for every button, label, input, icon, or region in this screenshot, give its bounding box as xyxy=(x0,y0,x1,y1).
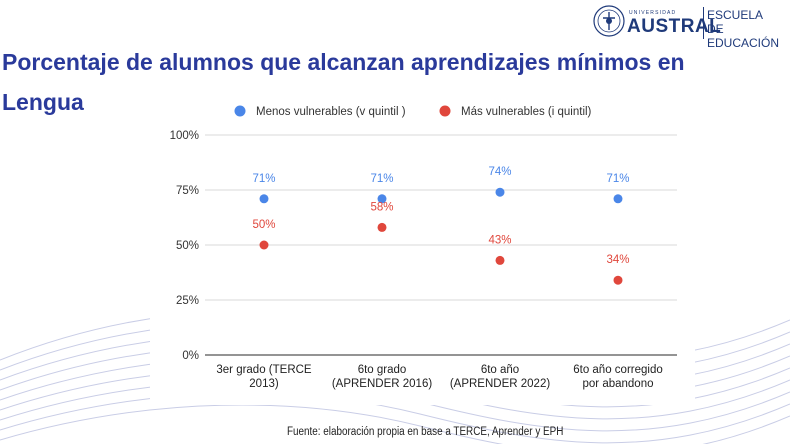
chart-background xyxy=(150,95,695,405)
logo-school: ESCUELA DE EDUCACIÓN xyxy=(707,8,790,50)
y-tick-label: 50% xyxy=(176,240,199,252)
data-point xyxy=(613,275,623,285)
page-title: Porcentaje de alumnos que alcanzan apren… xyxy=(2,49,685,115)
scatter-chart: 0% 25% 50% 75% 100% 3er grado (TERCE 2013) 6to … xyxy=(150,95,695,405)
x-tick-label: (APRENDER 2022) xyxy=(450,378,551,390)
logo-brand: AUSTRAL xyxy=(627,16,722,37)
university-seal-icon xyxy=(593,5,625,37)
data-label: 71% xyxy=(606,173,629,185)
data-point xyxy=(377,194,387,204)
austral-logo: UNIVERSIDAD AUSTRAL ESCUELA DE EDUCACIÓN xyxy=(590,4,790,50)
data-label: 43% xyxy=(488,234,511,246)
y-tick-label: 25% xyxy=(176,295,199,307)
data-point xyxy=(495,255,505,265)
y-tick-label: 100% xyxy=(170,130,199,142)
logo-school-line2: DE EDUCACIÓN xyxy=(707,22,780,50)
x-tick-label: 6to año xyxy=(481,364,519,376)
data-label: 58% xyxy=(370,201,393,213)
data-label: 71% xyxy=(252,173,275,185)
legend-label: Menos vulnerables (v quintil ) xyxy=(256,106,406,118)
data-point xyxy=(613,194,623,204)
data-label: 34% xyxy=(606,254,629,266)
x-tick-label: 2013) xyxy=(249,378,279,390)
legend-marker-blue xyxy=(234,105,246,117)
data-point xyxy=(259,194,269,204)
x-tick-label: 3er grado (TERCE xyxy=(216,364,312,376)
legend-marker-red xyxy=(439,105,451,117)
y-tick-label: 75% xyxy=(176,185,199,197)
logo-university-text: UNIVERSIDAD xyxy=(629,10,677,16)
x-tick-label: 6to año corregido xyxy=(573,364,663,376)
data-label: 74% xyxy=(488,166,511,178)
logo-divider xyxy=(703,7,704,39)
data-point xyxy=(377,222,387,232)
legend-label: Más vulnerables (i quintil) xyxy=(461,106,592,118)
x-tick-label: (APRENDER 2016) xyxy=(332,378,433,390)
y-tick-label: 0% xyxy=(182,350,199,362)
data-point xyxy=(495,187,505,197)
data-label: 71% xyxy=(370,173,393,185)
data-label: 50% xyxy=(252,219,275,231)
data-point xyxy=(259,240,269,250)
x-tick-label: 6to grado xyxy=(358,364,407,376)
source-footnote: Fuente: elaboración propia en base a TER… xyxy=(287,426,564,438)
logo-school-line1: ESCUELA xyxy=(707,8,764,22)
x-tick-label: por abandono xyxy=(583,378,654,390)
